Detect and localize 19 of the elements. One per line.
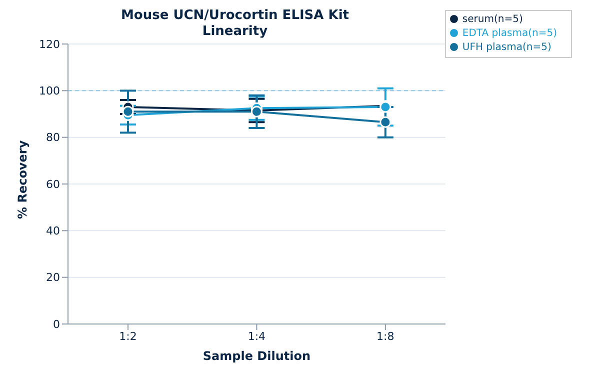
x-tick-label: 1:4 <box>248 330 266 343</box>
chart-title: Mouse UCN/Urocortin ELISA Kit <box>120 8 350 23</box>
legend-label: EDTA plasma(n=5) <box>462 28 557 39</box>
chart-subtitle: Linearity <box>202 24 268 39</box>
x-tick-label: 1:8 <box>376 330 394 343</box>
y-tick-label: 20 <box>46 271 60 284</box>
y-tick-label: 60 <box>46 178 60 191</box>
y-tick-label: 120 <box>39 38 60 51</box>
x-tick-label: 1:2 <box>119 330 137 343</box>
y-axis-title: % Recovery <box>15 140 30 219</box>
legend-label: UFH plasma(n=5) <box>462 42 552 53</box>
y-tick-label: 40 <box>46 224 60 238</box>
point <box>380 116 392 128</box>
legend-label: serum(n=5) <box>462 14 523 25</box>
y-tick-label: 80 <box>46 131 60 144</box>
y-tick-label: 100 <box>39 84 60 98</box>
point <box>122 106 134 118</box>
y-tick-label: 0 <box>53 318 60 331</box>
x-axis-title: Sample Dilution <box>202 349 311 363</box>
